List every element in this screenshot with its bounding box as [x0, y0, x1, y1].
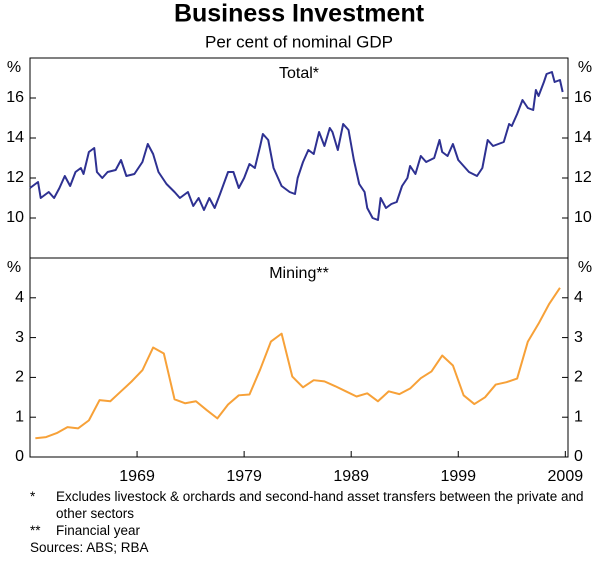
x-tick-label: 2009	[548, 468, 584, 485]
x-tick-label: 1979	[226, 468, 262, 485]
y-tick-label: 2	[574, 369, 583, 386]
note: * Excludes livestock & orchards and secon…	[30, 488, 590, 522]
sources: Sources: ABS; RBA	[30, 540, 149, 555]
y-tick-label: 0	[15, 448, 24, 465]
x-tick-label: 1969	[119, 468, 155, 485]
y-tick-label: 14	[6, 129, 24, 146]
y-axis-label: %	[578, 259, 592, 276]
chart: Business Investment Per cent of nominal …	[6, 0, 592, 485]
note-marker: **	[30, 523, 41, 538]
chart-subtitle: Per cent of nominal GDP	[205, 32, 393, 51]
y-axis-label: %	[578, 59, 592, 76]
y-tick-label: 3	[15, 329, 24, 346]
chart-title: Business Investment	[174, 0, 425, 28]
y-tick-label: 12	[574, 169, 592, 186]
y-tick-label: 12	[6, 169, 24, 186]
y-tick-label: 1	[574, 408, 583, 425]
y-axis-label: %	[7, 59, 21, 76]
note-marker: *	[30, 489, 36, 504]
y-tick-label: 4	[574, 289, 583, 306]
y-tick-label: 16	[6, 89, 24, 106]
panel-title: Total*	[279, 65, 319, 82]
y-tick-label: 14	[574, 129, 592, 146]
y-tick-label: 10	[6, 209, 24, 226]
x-tick-label: 1999	[440, 468, 476, 485]
y-tick-label: 10	[574, 209, 592, 226]
note: ** Financial year	[30, 522, 590, 539]
y-tick-label: 3	[574, 329, 583, 346]
series-line	[35, 287, 561, 440]
x-tick-label: 1989	[333, 468, 369, 485]
y-tick-label: 0	[574, 448, 583, 465]
y-tick-label: 4	[15, 289, 24, 306]
y-tick-label: 16	[574, 89, 592, 106]
y-tick-label: 2	[15, 369, 24, 386]
y-axis-label: %	[7, 259, 21, 276]
series-line	[29, 71, 564, 221]
footnotes: * Excludes livestock & orchards and secon…	[30, 488, 590, 556]
note-text: Excludes livestock & orchards and second…	[56, 489, 584, 521]
y-tick-label: 1	[15, 408, 24, 425]
panel-title: Mining**	[269, 265, 329, 282]
note-text: Financial year	[56, 523, 141, 538]
